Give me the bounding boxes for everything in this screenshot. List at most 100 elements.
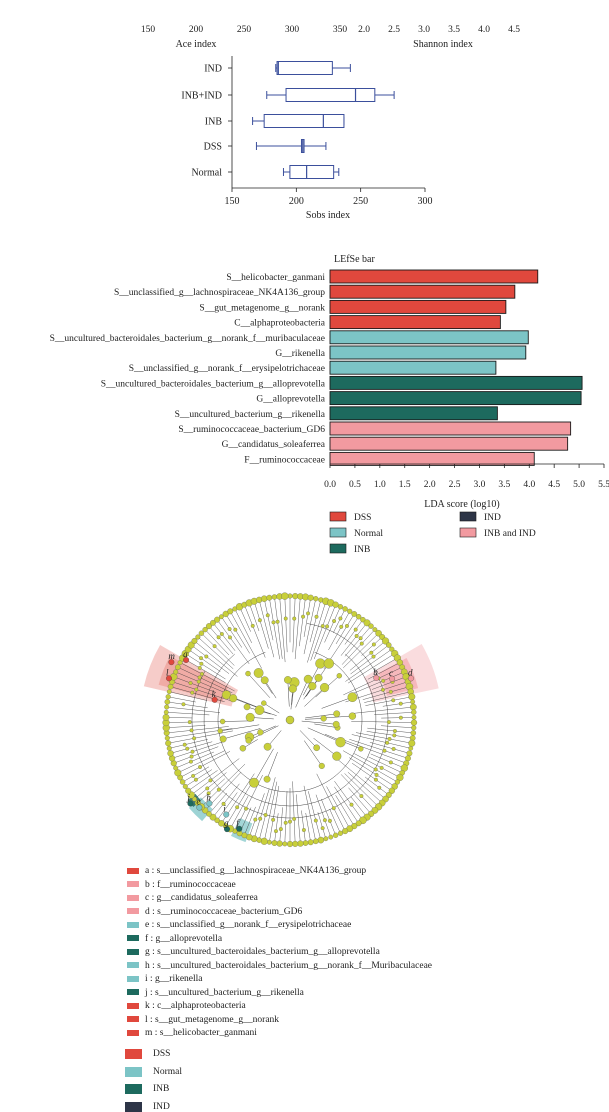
cladogram-marker-node bbox=[224, 826, 230, 833]
cladogram-leaf-node bbox=[333, 832, 339, 838]
cladogram-legend-item: d : s__ruminococcaceae_bacterium_GD6 bbox=[127, 906, 302, 918]
lefse-legend-label: INB bbox=[354, 545, 370, 555]
shannon-tick-label: 4.0 bbox=[478, 25, 490, 35]
cladogram-leaf-node bbox=[411, 715, 417, 720]
lefse-bar bbox=[329, 299, 507, 314]
cladogram-marker-node bbox=[223, 811, 230, 818]
cladogram-marker-label: a bbox=[183, 649, 188, 659]
cladogram-legend-swatch bbox=[127, 867, 139, 874]
cladogram-leaf-node bbox=[214, 817, 220, 824]
cladogram-leaf-node bbox=[355, 820, 362, 827]
lefse-category-label: G__rikenella bbox=[275, 349, 325, 359]
lefse-legend-label: IND bbox=[484, 513, 501, 523]
cladogram-leaf-node bbox=[286, 840, 294, 848]
cladogram-leaf-node bbox=[410, 719, 418, 726]
lefse-category-label: G__alloprevotella bbox=[256, 395, 325, 405]
cladogram-leaf-node bbox=[164, 699, 171, 705]
cladogram-leaf-node bbox=[210, 619, 216, 626]
cladogram-leaf-node bbox=[205, 623, 212, 630]
boxplot-x-tick-label: 250 bbox=[353, 196, 368, 207]
cladogram-leaf-node bbox=[411, 725, 417, 731]
cladogram-leaf-node bbox=[355, 614, 362, 620]
cladogram-group-label: IND bbox=[153, 1101, 170, 1112]
cladogram-root bbox=[285, 715, 295, 725]
cladogram-leaf-node bbox=[337, 604, 344, 610]
lefse-x-tick-label: 4.0 bbox=[523, 480, 535, 490]
lefse-bar bbox=[329, 391, 582, 406]
cladogram-leaf-node bbox=[271, 594, 278, 600]
cladogram-leaf-node bbox=[260, 837, 268, 845]
cladogram-leaf-node bbox=[266, 839, 272, 845]
ace-tick-label: 150 bbox=[141, 25, 156, 35]
cladogram-marker-label: l bbox=[166, 667, 169, 677]
cladogram-leaf-node bbox=[164, 735, 170, 741]
lefse-bar bbox=[329, 360, 497, 375]
cladogram-leaf-node bbox=[323, 836, 329, 842]
lefse-title: LEfSe bar bbox=[334, 254, 375, 265]
cladogram-group-label: Normal bbox=[153, 1066, 183, 1077]
cladogram-leaf-node bbox=[410, 699, 416, 705]
boxplot-category-label: INB bbox=[205, 117, 223, 128]
cladogram-group-swatch bbox=[125, 1066, 142, 1077]
lefse-category-label: S__gut_metagenome_g__norank bbox=[199, 303, 325, 313]
lefse-category-label: S__ruminococcaceae_bacterium_GD6 bbox=[178, 425, 325, 435]
cladogram-legend-swatch bbox=[127, 881, 139, 888]
cladogram-legend-swatch bbox=[127, 935, 139, 942]
cladogram-leaf-node bbox=[174, 664, 181, 671]
cladogram-leaf-node bbox=[276, 840, 283, 847]
cladogram-leaf-node bbox=[173, 669, 179, 675]
cladogram-marker-node bbox=[373, 674, 380, 681]
cladogram-leaf-node bbox=[214, 616, 221, 623]
cladogram-marker-label: i bbox=[223, 804, 226, 814]
cladogram-leaf-node bbox=[394, 779, 400, 785]
cladogram-marker-node bbox=[389, 675, 395, 682]
cladogram-leaf-node bbox=[185, 787, 192, 794]
lefse-category-label: C__alphaproteobacteria bbox=[234, 319, 326, 329]
cladogram-leaf-node bbox=[260, 595, 268, 602]
ace-tick-label: 250 bbox=[237, 25, 252, 35]
lefse-legend-label: Normal bbox=[354, 529, 383, 539]
cladogram-leaf-node bbox=[328, 834, 334, 840]
cladogram-leaf-node bbox=[271, 840, 278, 846]
cladogram-marker-label: e bbox=[196, 797, 200, 807]
cladogram-leaf-node bbox=[351, 611, 358, 617]
box-dss bbox=[255, 139, 327, 153]
lefse-x-tick-label: 4.5 bbox=[548, 480, 560, 490]
cladogram-leaf-node bbox=[317, 836, 325, 844]
lefse-category-label: G__candidatus_soleaferrea bbox=[222, 439, 326, 450]
cladogram-leaf-node bbox=[173, 765, 179, 771]
cladogram-leaf-node bbox=[165, 694, 171, 700]
cladogram-leaf-node bbox=[198, 630, 205, 636]
lefse-xlabel: LDA score (log10) bbox=[424, 499, 500, 510]
cladogram-marker-label: b bbox=[373, 667, 378, 677]
cladogram-legend-swatch bbox=[127, 1029, 139, 1036]
lefse-bar bbox=[329, 421, 572, 436]
cladogram-leaf-node bbox=[396, 659, 404, 666]
cladogram-legend-text: e : s__unclassified_g__norank_f__erysipe… bbox=[145, 920, 352, 930]
boxplot-x-tick-label: 150 bbox=[225, 196, 240, 207]
cladogram-legend-item: k : c__alphaproteobacteria bbox=[127, 1000, 246, 1012]
cladogram-leaf-node bbox=[307, 839, 314, 846]
lefse-bar bbox=[329, 436, 569, 451]
lefse-x-tick-label: 3.0 bbox=[474, 480, 486, 490]
cladogram-legend-item: m : s__helicobacter_ganmani bbox=[127, 1027, 257, 1039]
shannon-axis-label: Shannon index bbox=[413, 39, 473, 50]
cladogram-legend-swatch bbox=[127, 1002, 139, 1009]
lefse-bar bbox=[329, 315, 501, 330]
shannon-tick-labels: 2.0 2.5 3.0 3.5 4.0 4.5 bbox=[358, 25, 520, 35]
cladogram-legend-text: c : g__candidatus_soleaferrea bbox=[145, 893, 258, 903]
shannon-tick-label: 3.5 bbox=[448, 25, 460, 35]
lefse-x-tick-label: 2.5 bbox=[449, 480, 461, 490]
lefse-x-tick-label: 2.0 bbox=[424, 480, 436, 490]
cladogram-leaf-node bbox=[411, 709, 417, 715]
lefse-bar bbox=[329, 451, 535, 466]
lefse-legend-label: INB and IND bbox=[484, 529, 536, 539]
cladogram-leaf-node bbox=[363, 619, 371, 627]
lefse-bar bbox=[329, 330, 529, 345]
lefse-category-label: S__unclassified_g__lachnospiraceae_NK4A1… bbox=[114, 287, 325, 298]
boxplot-x-tick-label: 200 bbox=[289, 196, 304, 207]
cladogram-leaf-node bbox=[408, 739, 416, 747]
cladogram-legend-swatch bbox=[127, 989, 139, 996]
cladogram-legend-item: b : f__ruminococcaceae bbox=[127, 879, 236, 891]
cladogram-leaf-node bbox=[282, 841, 288, 847]
